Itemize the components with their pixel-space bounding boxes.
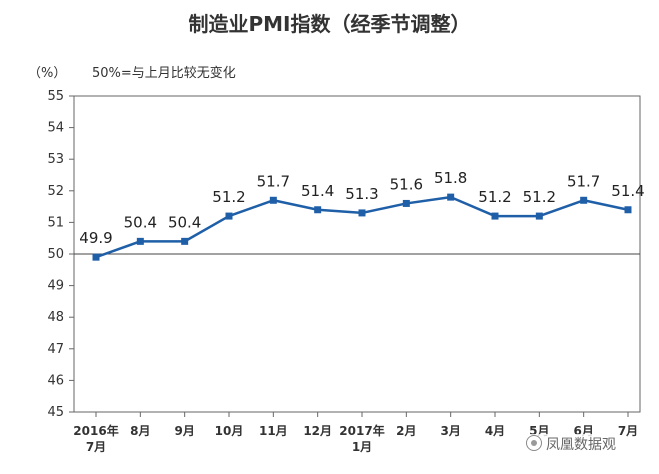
- data-point: [402, 199, 410, 207]
- x-tick-label: 2月: [396, 424, 416, 438]
- y-tick-label: 55: [47, 89, 64, 104]
- data-label: 51.2: [523, 188, 556, 206]
- data-label: 51.2: [212, 188, 245, 206]
- x-tick-label: 12月: [303, 424, 332, 438]
- data-point: [181, 237, 189, 245]
- data-label: 51.4: [611, 182, 644, 200]
- y-tick-label: 49: [47, 279, 64, 294]
- x-tick-label: 2017年: [339, 423, 384, 438]
- data-point: [269, 196, 277, 204]
- x-tick-label: 10月: [215, 424, 244, 438]
- y-tick-label: 54: [47, 121, 64, 136]
- data-point: [225, 212, 233, 220]
- data-point: [358, 209, 366, 217]
- y-tick-label: 45: [47, 405, 64, 420]
- data-point: [447, 193, 455, 201]
- y-tick-label: 46: [47, 373, 64, 388]
- x-tick-label: 9月: [174, 424, 194, 438]
- y-tick-label: 50: [47, 247, 64, 262]
- y-axis-unit-label: （%）: [28, 66, 67, 81]
- x-tick-label: 7月: [86, 440, 106, 454]
- chart-title: 制造业PMI指数（经季节调整）: [188, 12, 471, 36]
- data-point: [491, 212, 499, 220]
- x-tick-label: 1月: [352, 440, 372, 454]
- data-point: [624, 206, 632, 214]
- data-label: 50.4: [168, 213, 201, 231]
- data-label: 51.2: [478, 188, 511, 206]
- data-label: 49.9: [79, 229, 112, 247]
- data-label: 51.4: [301, 182, 334, 200]
- wechat-logo-icon: [526, 435, 542, 451]
- data-label: 51.7: [567, 172, 600, 190]
- data-label: 51.7: [257, 172, 290, 190]
- data-point: [314, 206, 322, 214]
- data-point: [535, 212, 543, 220]
- data-label: 51.8: [434, 169, 467, 187]
- data-point: [92, 253, 100, 261]
- data-point: [136, 237, 144, 245]
- x-tick-label: 7月: [618, 424, 638, 438]
- data-label: 50.4: [124, 213, 157, 231]
- x-tick-label: 4月: [485, 424, 505, 438]
- y-tick-label: 51: [47, 215, 64, 230]
- x-tick-label: 2016年: [73, 423, 118, 438]
- watermark: 凤凰数据观: [524, 434, 618, 454]
- data-label: 51.6: [390, 175, 423, 193]
- y-tick-label: 52: [47, 184, 64, 199]
- reference-note: 50%=与上月比较无变化: [92, 66, 236, 81]
- watermark-text: 凤凰数据观: [546, 437, 616, 453]
- y-tick-label: 53: [47, 152, 64, 167]
- data-point: [580, 196, 588, 204]
- x-tick-label: 8月: [130, 424, 150, 438]
- x-tick-label: 3月: [440, 424, 460, 438]
- y-tick-label: 48: [47, 310, 64, 325]
- x-tick-label: 11月: [259, 424, 288, 438]
- y-tick-label: 47: [47, 342, 64, 357]
- data-label: 51.3: [345, 185, 378, 203]
